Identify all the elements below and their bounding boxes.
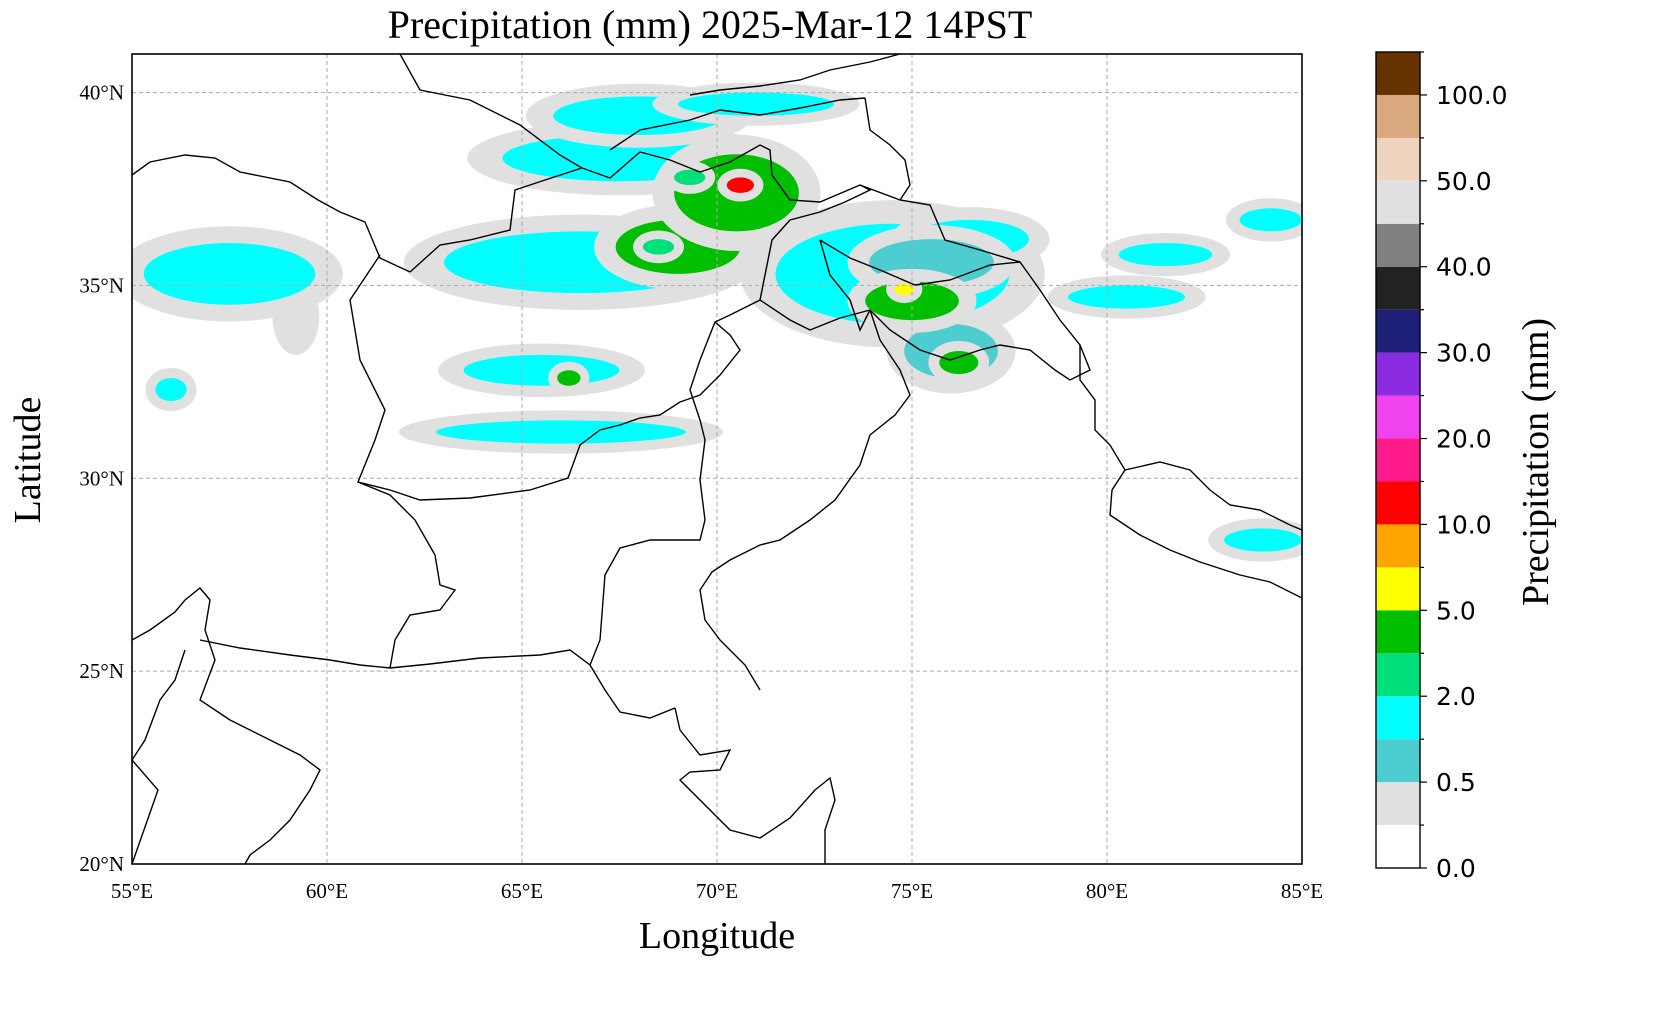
colorbar-tick-label-7: 40.0 <box>1436 253 1492 282</box>
colorbar-tick-label-2: 2.0 <box>1436 682 1476 711</box>
border-kashmir-west <box>819 239 871 332</box>
border-kashmir-loc <box>819 239 1021 286</box>
coast-pakistan <box>389 649 676 719</box>
precip-region-5 <box>642 239 675 255</box>
colorbar-tick-label-4: 10.0 <box>1436 510 1492 539</box>
y-tick-label-4: 40°N <box>79 81 124 105</box>
colorbar-label: Precipitation (mm) <box>1515 318 1557 606</box>
border-turkmenistan <box>399 54 583 169</box>
border-kyrgyz-china <box>864 97 911 201</box>
y-tick-label-0: 20°N <box>79 852 124 876</box>
border-tajikistan <box>609 97 866 151</box>
border-pakistan-inner <box>589 321 716 666</box>
precip-region-12 <box>463 354 620 386</box>
border-kashmir <box>859 184 1091 381</box>
precip-region-22 <box>1118 243 1213 267</box>
precip-region-11 <box>678 92 834 116</box>
colorbar-bin-0 <box>1376 825 1420 868</box>
x-tick-label-0: 55°E <box>111 879 153 903</box>
border-nepal <box>1109 469 1302 599</box>
precip-region-13 <box>557 370 581 386</box>
colorbar-bin-1 <box>1376 782 1420 826</box>
precip-region-18 <box>894 283 914 296</box>
colorbar-bin-16 <box>1376 137 1420 181</box>
y-tick-label-1: 25°N <box>79 659 124 683</box>
country-borders <box>132 54 1302 864</box>
colorbar-tick-label-3: 5.0 <box>1436 596 1476 625</box>
precip-region-8 <box>674 169 706 186</box>
colorbar-bin-17 <box>1376 94 1420 138</box>
precip-region-23 <box>1239 208 1302 232</box>
map-title: Precipitation (mm) 2025-Mar-12 14PST <box>388 2 1033 47</box>
colorbar-bin-15 <box>1376 180 1420 224</box>
y-tick-label-2: 30°N <box>79 466 124 490</box>
border-iran-pakistan <box>357 481 457 669</box>
colorbar-bin-12 <box>1376 309 1420 353</box>
plot-area: 55°E 60°E 65°E 70°E 75°E 80°E 85°E 20°N 25°N 30°… <box>79 53 1323 903</box>
x-tick-label-5: 80°E <box>1086 879 1128 903</box>
x-axis-ticks: 55°E 60°E 65°E 70°E 75°E 80°E 85°E <box>111 879 1323 903</box>
colorbar-bin-11 <box>1376 352 1420 396</box>
y-axis-ticks: 20°N 25°N 30°N 35°N 40°N <box>79 81 124 876</box>
colorbar-bin-8 <box>1376 481 1420 525</box>
y-axis-label: Latitude <box>7 397 49 524</box>
border-iran-north <box>132 154 411 273</box>
border-pakistan-india <box>699 309 911 691</box>
x-tick-label-2: 65°E <box>501 879 543 903</box>
precip-region-25 <box>1224 528 1302 552</box>
plot-frame <box>131 53 1303 865</box>
colorbar-tick-label-0: 0.0 <box>1436 854 1476 883</box>
colorbar-bin-9 <box>1376 438 1420 482</box>
precip-region-20 <box>939 351 979 375</box>
colorbar-bin-2 <box>1376 739 1420 783</box>
colorbar-tick-label-9: 100.0 <box>1436 81 1508 110</box>
colorbar-tick-label-6: 30.0 <box>1436 339 1492 368</box>
x-axis-label: Longitude <box>639 915 795 957</box>
colorbar-bin-3 <box>1376 696 1420 740</box>
coast-arabia-west <box>132 649 186 761</box>
coast-oman <box>132 587 321 864</box>
colorbar: 0.0 0.5 2.0 5.0 10.0 20.0 30.0 40.0 50.0 100.0 <box>1375 51 1508 883</box>
colorbar-bin-10 <box>1376 395 1420 439</box>
precip-region-14 <box>436 420 686 444</box>
y-tick-label-3: 35°N <box>79 273 124 297</box>
border-pakistan-afghanistan-east <box>759 299 871 331</box>
colorbar-bin-4 <box>1376 653 1420 697</box>
border-kyrgyzstan <box>689 54 901 96</box>
x-tick-label-3: 70°E <box>696 879 738 903</box>
coast-india-west <box>674 707 836 864</box>
precip-region-0 <box>143 243 316 305</box>
colorbar-bin-13 <box>1376 266 1420 310</box>
precip-region-2 <box>155 378 187 402</box>
colorbar-bin-5 <box>1376 610 1420 654</box>
colorbar-tick-label-5: 20.0 <box>1436 425 1492 454</box>
coast-iran <box>199 639 391 669</box>
colorbar-bin-18 <box>1376 52 1420 95</box>
precipitation-layer <box>132 82 1302 562</box>
x-tick-label-6: 85°E <box>1281 879 1323 903</box>
border-uae-oman <box>132 759 159 864</box>
colorbar-tick-label-1: 0.5 <box>1436 768 1476 797</box>
colorbar-bin-14 <box>1376 223 1420 267</box>
colorbar-bin-7 <box>1376 524 1420 568</box>
colorbar-frame <box>1375 51 1421 869</box>
colorbar-bin-6 <box>1376 567 1420 611</box>
x-tick-label-1: 60°E <box>306 879 348 903</box>
x-tick-label-4: 75°E <box>891 879 933 903</box>
gridlines <box>132 54 1302 864</box>
border-india-china <box>1079 345 1302 531</box>
colorbar-tick-label-8: 50.0 <box>1436 167 1492 196</box>
precip-region-24 <box>1068 285 1185 309</box>
precip-region-7 <box>726 177 755 193</box>
